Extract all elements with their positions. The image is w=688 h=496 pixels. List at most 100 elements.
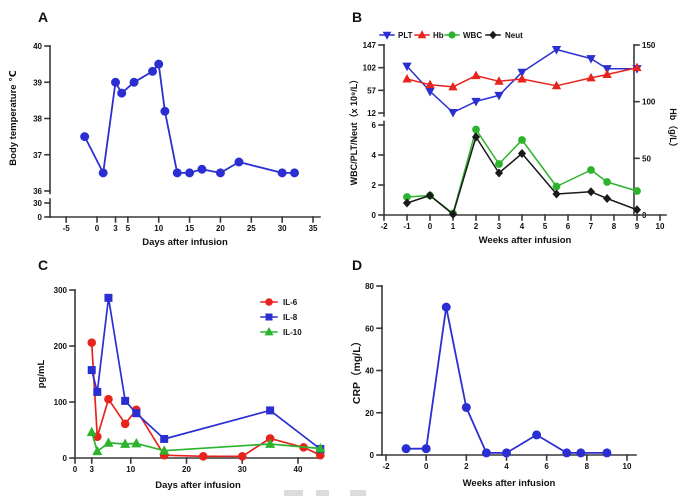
- axis-tick-label: 300: [54, 286, 68, 295]
- axis-tick-label: 40: [294, 465, 303, 474]
- y-axis-label: pg/mL: [36, 360, 47, 389]
- data-point-marker-circle: [441, 302, 451, 312]
- axis-tick-label: 80: [365, 282, 374, 291]
- axis-tick-label: 150: [642, 41, 656, 50]
- wbc-plt-neut-hb-line-chart: B12571021470246050100150-2-1012345678910…: [349, 9, 678, 246]
- axis-tick-label: 0: [38, 213, 43, 222]
- data-point-marker-diamond: [489, 30, 497, 40]
- axis-tick-label: 35: [309, 224, 318, 233]
- axis-tick-label: 2: [474, 222, 479, 231]
- data-point-marker-triangle-down: [402, 62, 412, 72]
- panel-letter-label: C: [38, 257, 48, 273]
- panel-b-blood-counts-chart: B12571021470246050100150-2-1012345678910…: [344, 0, 688, 248]
- x-axis-label: Weeks after infusion: [463, 478, 556, 489]
- series-line: [406, 306, 607, 454]
- axis-tick-label: 20: [182, 465, 191, 474]
- axis-tick-label: -1: [403, 222, 411, 231]
- legend-label: PLT: [398, 31, 413, 40]
- axis-tick-label: 37: [33, 151, 42, 160]
- data-point-marker-square: [160, 434, 169, 443]
- data-point-marker-diamond: [552, 189, 561, 199]
- data-point-marker-triangle-up: [264, 327, 274, 336]
- axis-tick-label: 38: [33, 115, 42, 124]
- data-point-marker-circle: [111, 77, 121, 87]
- data-point-marker-diamond: [603, 193, 612, 204]
- axis-tick-label: 40: [33, 42, 42, 51]
- data-point-marker-triangle-up: [159, 445, 170, 455]
- data-point-marker-circle: [472, 125, 480, 134]
- axis-tick-label: 8: [585, 462, 590, 471]
- data-point-marker-diamond: [448, 209, 458, 219]
- data-point-marker-triangle-up: [265, 438, 276, 448]
- data-point-marker-circle: [215, 168, 225, 178]
- axis-tick-label: 60: [365, 324, 374, 333]
- axis-tick-label: 0: [95, 224, 100, 233]
- data-point-marker-triangle-down: [494, 91, 504, 101]
- axis-tick-label: 8: [612, 222, 617, 231]
- axis-tick-label: 100: [54, 398, 68, 407]
- data-point-marker-circle: [603, 178, 612, 186]
- axis-tick-label: 40: [365, 367, 374, 376]
- y-axis-label: Body temperature ℃: [8, 70, 19, 165]
- axis-tick-label: -5: [63, 224, 71, 233]
- data-point-marker-diamond: [632, 205, 642, 215]
- data-point-marker-circle: [154, 59, 164, 69]
- data-point-marker-diamond: [425, 190, 435, 201]
- axis-tick-label: 4: [520, 222, 525, 231]
- body-temperature-line-chart: A 36 37 38 39 40 30 0 -5 0 3 5 10 15 20 25 30 35 Days afte…: [8, 9, 321, 248]
- data-point-marker-circle: [552, 182, 561, 191]
- cropped-caption-artifact: [316, 490, 329, 496]
- data-point-marker-triangle-up: [602, 69, 612, 78]
- axis-tick-label: 100: [642, 98, 656, 107]
- data-point-marker-circle: [277, 168, 287, 178]
- axis-tick-label: 0: [372, 211, 377, 220]
- axis-tick-label: 10: [154, 224, 163, 233]
- axis-tick-label: -2: [380, 222, 388, 231]
- data-point-marker-square: [265, 313, 273, 321]
- data-point-marker-circle: [421, 444, 431, 454]
- axis-tick-label: 30: [278, 224, 287, 233]
- data-point-marker-triangle-up: [494, 76, 504, 85]
- data-point-marker-circle: [501, 448, 511, 458]
- data-point-marker-circle: [587, 166, 595, 174]
- data-point-marker-circle: [401, 444, 411, 454]
- x-axis-label: Weeks after infusion: [479, 235, 572, 246]
- panel-c-cytokines-chart: C 0 100 200 300 0 3 10 20 30 40 Days after infusion…: [0, 248, 344, 496]
- axis-tick-label: 25: [247, 224, 256, 233]
- axis-tick-label: 10: [126, 465, 135, 474]
- axis-tick-label: 0: [63, 454, 68, 463]
- data-point-marker-triangle-up: [551, 80, 562, 90]
- panel-d-crp-chart: D 0 20 40 60 80 -2 0 2 4 6 8 10 Weeks after infusion C…: [344, 248, 688, 496]
- axis-tick-label: 3: [89, 465, 94, 474]
- y-axis-right-label: Hb（g/L）: [668, 108, 678, 152]
- data-point-marker-circle: [129, 77, 139, 87]
- axis-tick-label: 2: [464, 462, 469, 471]
- axis-tick-label: 0: [424, 462, 429, 471]
- data-point-marker-circle: [87, 338, 97, 347]
- data-point-marker-triangle-up: [586, 72, 596, 82]
- axis-tick-label: 30: [238, 465, 247, 474]
- panel-letter-label: D: [352, 257, 362, 273]
- data-point-marker-circle: [80, 132, 90, 142]
- data-point-marker-triangle-down: [517, 68, 527, 78]
- data-point-marker-triangle-up: [517, 73, 527, 83]
- axis-tick-label: 3: [113, 224, 118, 233]
- data-point-marker-triangle-up: [92, 445, 103, 456]
- data-point-marker-circle: [234, 157, 244, 167]
- axis-tick-label: 0: [428, 222, 433, 231]
- data-point-marker-circle: [185, 168, 195, 178]
- data-point-marker-circle: [117, 88, 127, 98]
- data-point-marker-triangle-down: [586, 55, 596, 64]
- series-line: [406, 66, 638, 88]
- data-point-marker-square: [87, 366, 96, 375]
- axis-tick-label: 6: [544, 462, 549, 471]
- axis-tick-label: 1: [451, 222, 456, 231]
- y-axis-left-label: WBC/PLT/Neut（x 10⁹/L）: [349, 75, 359, 186]
- data-point-marker-circle: [461, 402, 471, 412]
- cropped-caption-artifact: [350, 490, 366, 496]
- data-point-marker-circle: [576, 448, 586, 458]
- axis-tick-label: 0: [370, 451, 375, 460]
- data-point-marker-circle: [481, 448, 491, 458]
- data-point-marker-circle: [448, 31, 456, 39]
